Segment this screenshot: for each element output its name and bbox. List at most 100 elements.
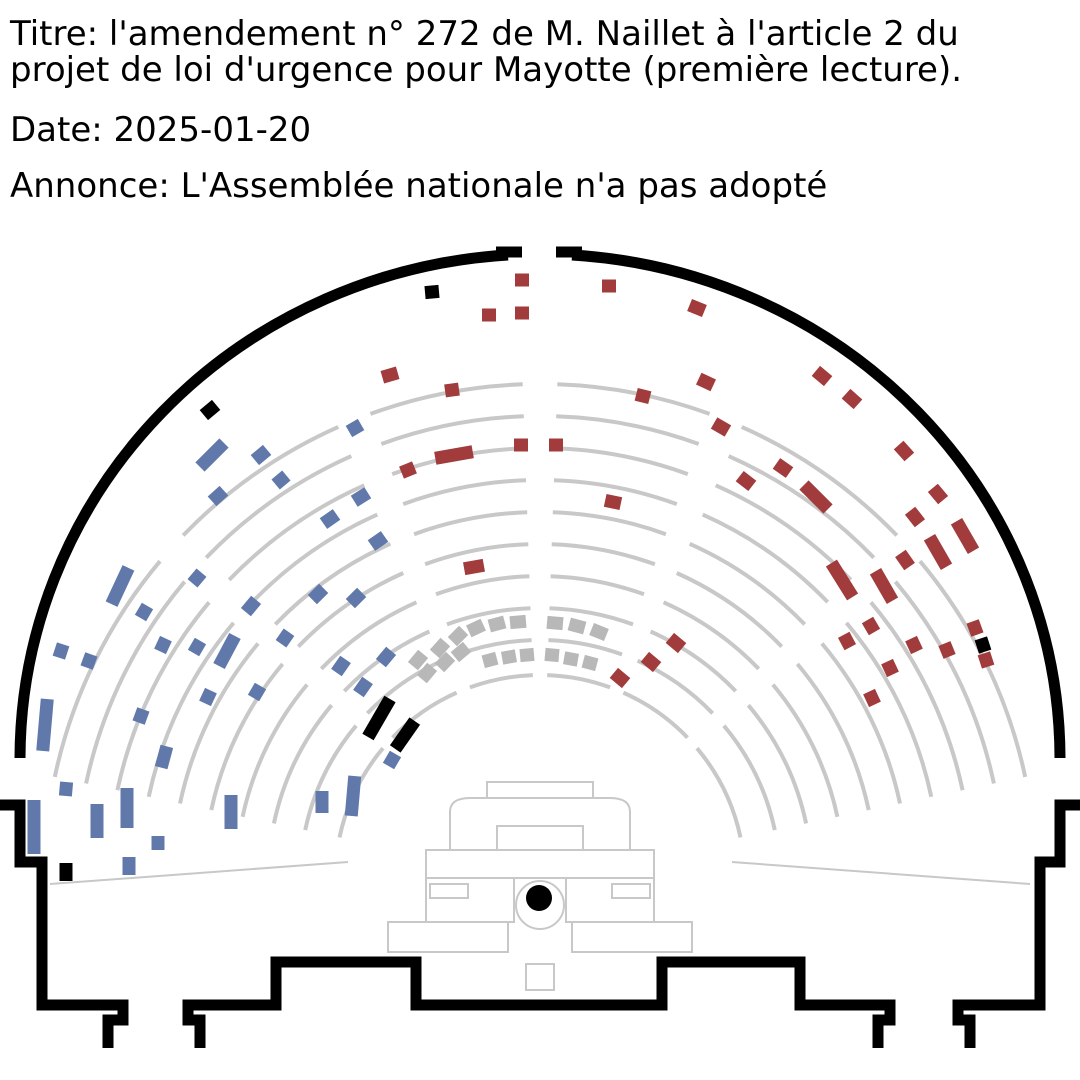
- seat-row-arc: [240, 683, 309, 818]
- seat-pour: [696, 372, 716, 392]
- seat-contre: [350, 487, 372, 507]
- seat-row-arc: [918, 559, 1028, 778]
- seat-row-arc: [553, 478, 678, 506]
- seat-contre: [331, 655, 351, 677]
- president-seat: [526, 885, 552, 911]
- seat-row-arc: [695, 746, 743, 838]
- seat-pour: [640, 651, 662, 673]
- seat-government: [481, 651, 499, 669]
- seat-contre: [213, 632, 241, 670]
- seat-contre: [247, 682, 267, 702]
- seat-pour: [399, 461, 417, 479]
- seat-pour: [687, 298, 707, 318]
- seat-pour: [772, 458, 794, 478]
- seat-contre: [250, 444, 272, 466]
- seat-pour: [549, 438, 563, 452]
- seat-government: [407, 649, 429, 671]
- seat-contre: [134, 602, 154, 622]
- seat-contre: [345, 587, 367, 609]
- seat-pour: [799, 480, 833, 514]
- seat-pour: [904, 506, 926, 528]
- seat-row-arc: [337, 746, 385, 838]
- vote-title-line-2: projet de loi d'urgence pour Mayotte (pr…: [10, 50, 963, 90]
- seat-government: [567, 617, 587, 635]
- seat-contre: [58, 781, 74, 797]
- seat-abstention: [362, 695, 396, 741]
- seat-pour: [966, 619, 984, 637]
- seat-abstention: [389, 717, 421, 753]
- seat-contre: [36, 698, 54, 752]
- seat-government: [546, 615, 564, 631]
- seat-row-arc: [722, 724, 777, 831]
- seat-pour: [895, 549, 915, 571]
- seat-contre: [80, 652, 98, 670]
- seat-government: [487, 615, 507, 633]
- vote-announcement: Annonce: L'Assemblée nationale n'a pas a…: [10, 166, 828, 206]
- seat-row-arc: [893, 580, 996, 784]
- seat-contre: [375, 646, 397, 668]
- seat-row-arc: [869, 601, 965, 791]
- seat-row-arc: [746, 703, 809, 824]
- seat-contre: [319, 509, 341, 529]
- seat-contre: [307, 583, 329, 605]
- seat-pour: [923, 534, 953, 570]
- seat-row-arc: [181, 425, 340, 537]
- seat-pour: [893, 440, 915, 462]
- seat-pour: [950, 518, 980, 554]
- seat-government: [416, 662, 438, 684]
- seat-row-arc: [365, 658, 444, 715]
- seat-row-arc: [227, 483, 366, 582]
- seat-contre: [120, 788, 134, 828]
- seat-contre: [315, 791, 329, 813]
- seat-row-arc: [319, 600, 418, 671]
- seat-pour: [603, 493, 623, 511]
- seat-government: [589, 622, 609, 642]
- seat-pour: [841, 388, 863, 410]
- seat-row-arc: [209, 662, 285, 811]
- seat-government: [509, 614, 527, 630]
- seat-contre: [52, 642, 70, 660]
- seat-pour: [602, 279, 616, 293]
- seat-row-arc: [84, 580, 187, 784]
- seat-row-arc: [622, 690, 689, 739]
- seat-row-arc: [688, 541, 807, 626]
- seat-rows: [52, 382, 1028, 838]
- seat-pour: [881, 658, 899, 678]
- seat-row-arc: [771, 683, 840, 818]
- seat-row-arc: [551, 542, 656, 567]
- seat-row-arc: [552, 510, 667, 537]
- vote-title-line-1: Titre: l'amendement n° 272 de M. Naillet…: [10, 14, 959, 54]
- seat-row-arc: [178, 642, 260, 804]
- seat-pour: [735, 470, 757, 492]
- seat-pour: [434, 445, 474, 465]
- seat-contre: [271, 470, 291, 490]
- seat-government: [581, 654, 599, 672]
- seat-row-arc: [402, 478, 527, 506]
- seat-row-arc: [550, 574, 645, 597]
- seat-pour: [977, 651, 995, 669]
- seat-row-arc: [380, 414, 524, 446]
- seat-row-arc: [273, 541, 392, 626]
- seat-row-arc: [446, 606, 531, 627]
- seat-row-arc: [296, 571, 405, 648]
- seat-contre: [27, 800, 41, 854]
- seat-government: [429, 637, 451, 659]
- seat-government: [544, 647, 560, 663]
- seat-pour: [514, 438, 528, 452]
- seat-contre: [151, 836, 165, 850]
- seat-contre: [367, 531, 389, 551]
- seat-row-arc: [146, 621, 236, 798]
- seat-pour: [869, 568, 899, 604]
- seat-government: [447, 625, 469, 647]
- seat-pour: [609, 667, 631, 689]
- seat-row-arc: [413, 510, 528, 537]
- presidential-rostrum: [49, 781, 1031, 991]
- seat-row-arc: [820, 642, 902, 804]
- seat-government: [500, 649, 518, 665]
- seat-contre: [187, 568, 207, 588]
- seat-contre: [275, 628, 295, 648]
- seat-contre: [382, 750, 402, 770]
- seat-pour: [634, 387, 652, 405]
- seat-pour: [927, 483, 949, 505]
- seat-row-arc: [555, 446, 689, 476]
